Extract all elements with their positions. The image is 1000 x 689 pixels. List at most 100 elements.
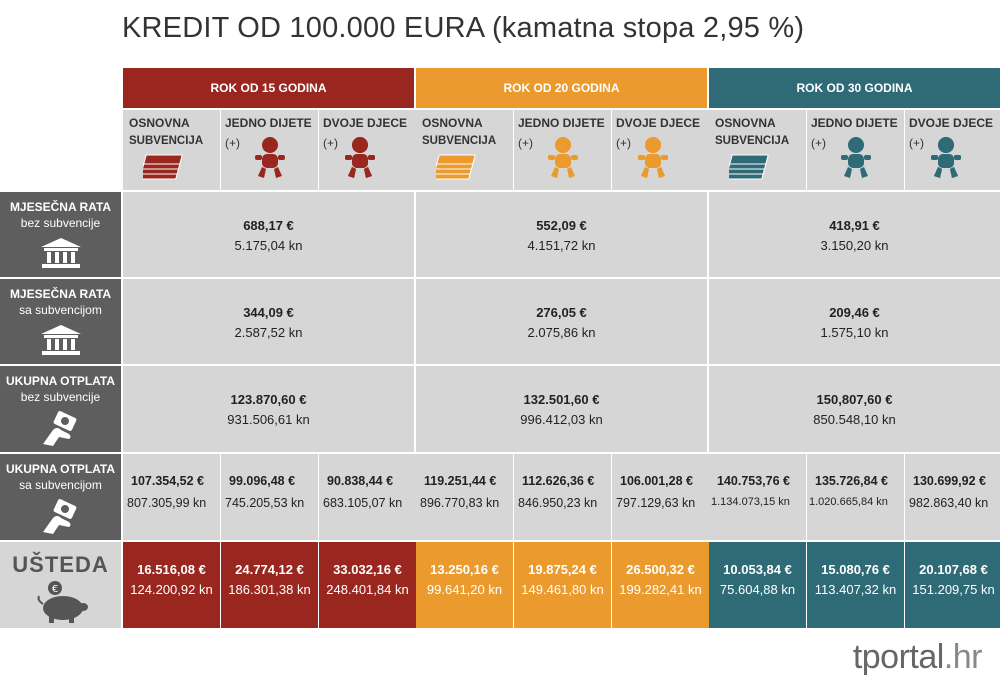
value-cell-otplata-sa-3-3: 130.699,92 € 982.863,40 kn: [905, 454, 1000, 540]
bank-icon: [0, 323, 121, 357]
value-eur: 552,09 €: [536, 218, 587, 233]
value-eur: 130.699,92 €: [913, 474, 986, 488]
value-eur: 209,46 €: [829, 305, 880, 320]
value-kn: 5.175,04 kn: [234, 238, 303, 253]
value-kn: 2.587,52 kn: [234, 325, 303, 340]
plus-label: (+): [225, 136, 240, 150]
value-cell-otplata-sa-1-3: 90.838,44 € 683.105,07 kn: [319, 454, 416, 540]
plus-label: (+): [518, 136, 533, 150]
value-cell-rata-bez-2: 552,09 € 4.151,72 kn: [416, 192, 707, 277]
value-kn: 1.575,10 kn: [820, 325, 889, 340]
row-label-subtitle: bez subvencije: [20, 216, 101, 230]
value-kn: 846.950,23 kn: [518, 496, 598, 510]
value-kn: 2.075,86 kn: [527, 325, 596, 340]
row-label-rata-bez: MJESEČNA RATA bez subvencije: [0, 192, 121, 277]
row-label-title: UŠTEDA: [12, 552, 109, 577]
savings-cell-2-2: 19.875,24 € 149.461,80 kn: [514, 542, 611, 628]
value-eur: 16.516,08 €: [137, 562, 206, 577]
value-kn: 931.506,61 kn: [227, 412, 310, 427]
value-kn: 683.105,07 kn: [323, 496, 403, 510]
value-kn: 797.129,63 kn: [616, 496, 696, 510]
value-kn: 1.020.665,84 kn: [809, 496, 888, 508]
subheader-2-1: OSNOVNA SUBVENCIJA: [416, 110, 513, 190]
value-kn: 151.209,75 kn: [912, 582, 995, 597]
row-label-usteda: UŠTEDA €: [0, 542, 121, 628]
value-eur: 132.501,60 €: [523, 392, 600, 407]
value-cell-otplata-sa-3-2: 135.726,84 € 1.020.665,84 kn: [807, 454, 904, 540]
value-eur: 123.870,60 €: [230, 392, 307, 407]
savings-cell-3-1: 10.053,84 € 75.604,88 kn: [709, 542, 806, 628]
dvoje-djece-label: DVOJE DJECE: [616, 116, 701, 130]
subheader-1-2: JEDNO DIJETE (+): [221, 110, 318, 190]
value-eur: 33.032,16 €: [333, 562, 402, 577]
plus-label: (+): [323, 136, 338, 150]
value-kn: 807.305,99 kn: [127, 496, 207, 510]
value-cell-otplata-sa-1-2: 99.096,48 € 745.205,53 kn: [221, 454, 318, 540]
logo-name: tportal: [852, 638, 945, 676]
value-kn: 113.407,32 kn: [814, 582, 897, 597]
column-header-1: ROK OD 15 GODINA: [123, 68, 414, 108]
value-kn: 996.412,03 kn: [520, 412, 603, 427]
value-eur: 10.053,84 €: [723, 562, 792, 577]
value-kn: 982.863,40 kn: [909, 496, 989, 510]
plus-label: (+): [909, 136, 924, 150]
value-eur: 106.001,28 €: [620, 474, 693, 488]
value-cell-otplata-bez-3: 150,807,60 € 850.548,10 kn: [709, 366, 1000, 452]
subheader-1-1: OSNOVNA SUBVENCIJA: [123, 110, 220, 190]
value-cell-otplata-bez-2: 132.501,60 € 996.412,03 kn: [416, 366, 707, 452]
jedno-dijete-label: JEDNO DIJETE: [518, 116, 605, 130]
value-cell-rata-sa-2: 276,05 € 2.075,86 kn: [416, 279, 707, 364]
jedno-dijete-label: JEDNO DIJETE: [811, 116, 898, 130]
value-eur: 344,09 €: [243, 305, 294, 320]
value-cell-otplata-sa-2-1: 119.251,44 € 896.770,83 kn: [416, 454, 513, 540]
value-eur: 19.875,24 €: [528, 562, 597, 577]
row-label-title: MJESEČNA RATA: [9, 287, 112, 301]
logo-tld: .hr: [943, 638, 983, 676]
row-label-title: UKUPNA OTPLATA: [5, 374, 116, 388]
savings-cell-1-3: 33.032,16 € 248.401,84 kn: [319, 542, 416, 628]
value-kn: 850.548,10 kn: [813, 412, 896, 427]
value-kn: 199.282,41 kn: [619, 582, 702, 597]
value-eur: 119.251,44 €: [424, 474, 497, 488]
value-kn: 3.150,20 kn: [820, 238, 889, 253]
jedno-dijete-label: JEDNO DIJETE: [225, 116, 312, 130]
subheader-2-3: DVOJE DJECE (+): [612, 110, 709, 190]
plus-label: (+): [616, 136, 631, 150]
row-label-title: UKUPNA OTPLATA: [5, 462, 116, 476]
value-eur: 13.250,16 €: [430, 562, 499, 577]
subvencija-label: SUBVENCIJA: [715, 135, 790, 147]
value-kn: 1.134.073,15 kn: [711, 496, 790, 508]
osnovna-label: OSNOVNA: [715, 116, 776, 130]
row-label-title: MJESEČNA RATA: [9, 200, 112, 214]
value-cell-otplata-sa-2-3: 106.001,28 € 797.129,63 kn: [612, 454, 709, 540]
value-eur: 135.726,84 €: [815, 474, 888, 488]
savings-cell-2-3: 26.500,32 € 199.282,41 kn: [612, 542, 709, 628]
value-kn: 896.770,83 kn: [420, 496, 500, 510]
value-cell-otplata-sa-2-2: 112.626,36 € 846.950,23 kn: [514, 454, 611, 540]
savings-cell-1-2: 24.774,12 € 186.301,38 kn: [221, 542, 318, 628]
row-label-rata-sa: MJESEČNA RATA sa subvencijom: [0, 279, 121, 364]
dvoje-djece-label: DVOJE DJECE: [323, 116, 408, 130]
subheader-3-3: DVOJE DJECE (+): [905, 110, 1000, 190]
value-kn: 248.401,84 kn: [326, 582, 409, 597]
value-kn: 149.461,80 kn: [521, 582, 604, 597]
value-eur: 107.354,52 €: [131, 474, 204, 488]
savings-cell-3-2: 15.080,76 € 113.407,32 kn: [807, 542, 904, 628]
value-cell-otplata-sa-1-1: 107.354,52 € 807.305,99 kn: [123, 454, 220, 540]
subvencija-label: SUBVENCIJA: [422, 135, 497, 147]
row-label-subtitle: bez subvencije: [20, 390, 101, 404]
hand-money-icon: [0, 498, 121, 538]
value-eur: 276,05 €: [536, 305, 587, 320]
value-kn: 75.604,88 kn: [719, 582, 796, 597]
svg-text:€: €: [51, 584, 57, 595]
value-cell-rata-bez-3: 418,91 € 3.150,20 kn: [709, 192, 1000, 277]
hand-money-icon: [0, 410, 121, 450]
row-label-subtitle: sa subvencijom: [19, 303, 102, 317]
value-eur: 20.107,68 €: [919, 562, 988, 577]
savings-cell-1-1: 16.516,08 € 124.200,92 kn: [123, 542, 220, 628]
row-label-subtitle: sa subvencijom: [19, 478, 102, 492]
value-kn: 745.205,53 kn: [225, 496, 305, 510]
subheader-1-3: DVOJE DJECE (+): [319, 110, 416, 190]
value-eur: 90.838,44 €: [327, 474, 394, 488]
value-kn: 4.151,72 kn: [527, 238, 596, 253]
